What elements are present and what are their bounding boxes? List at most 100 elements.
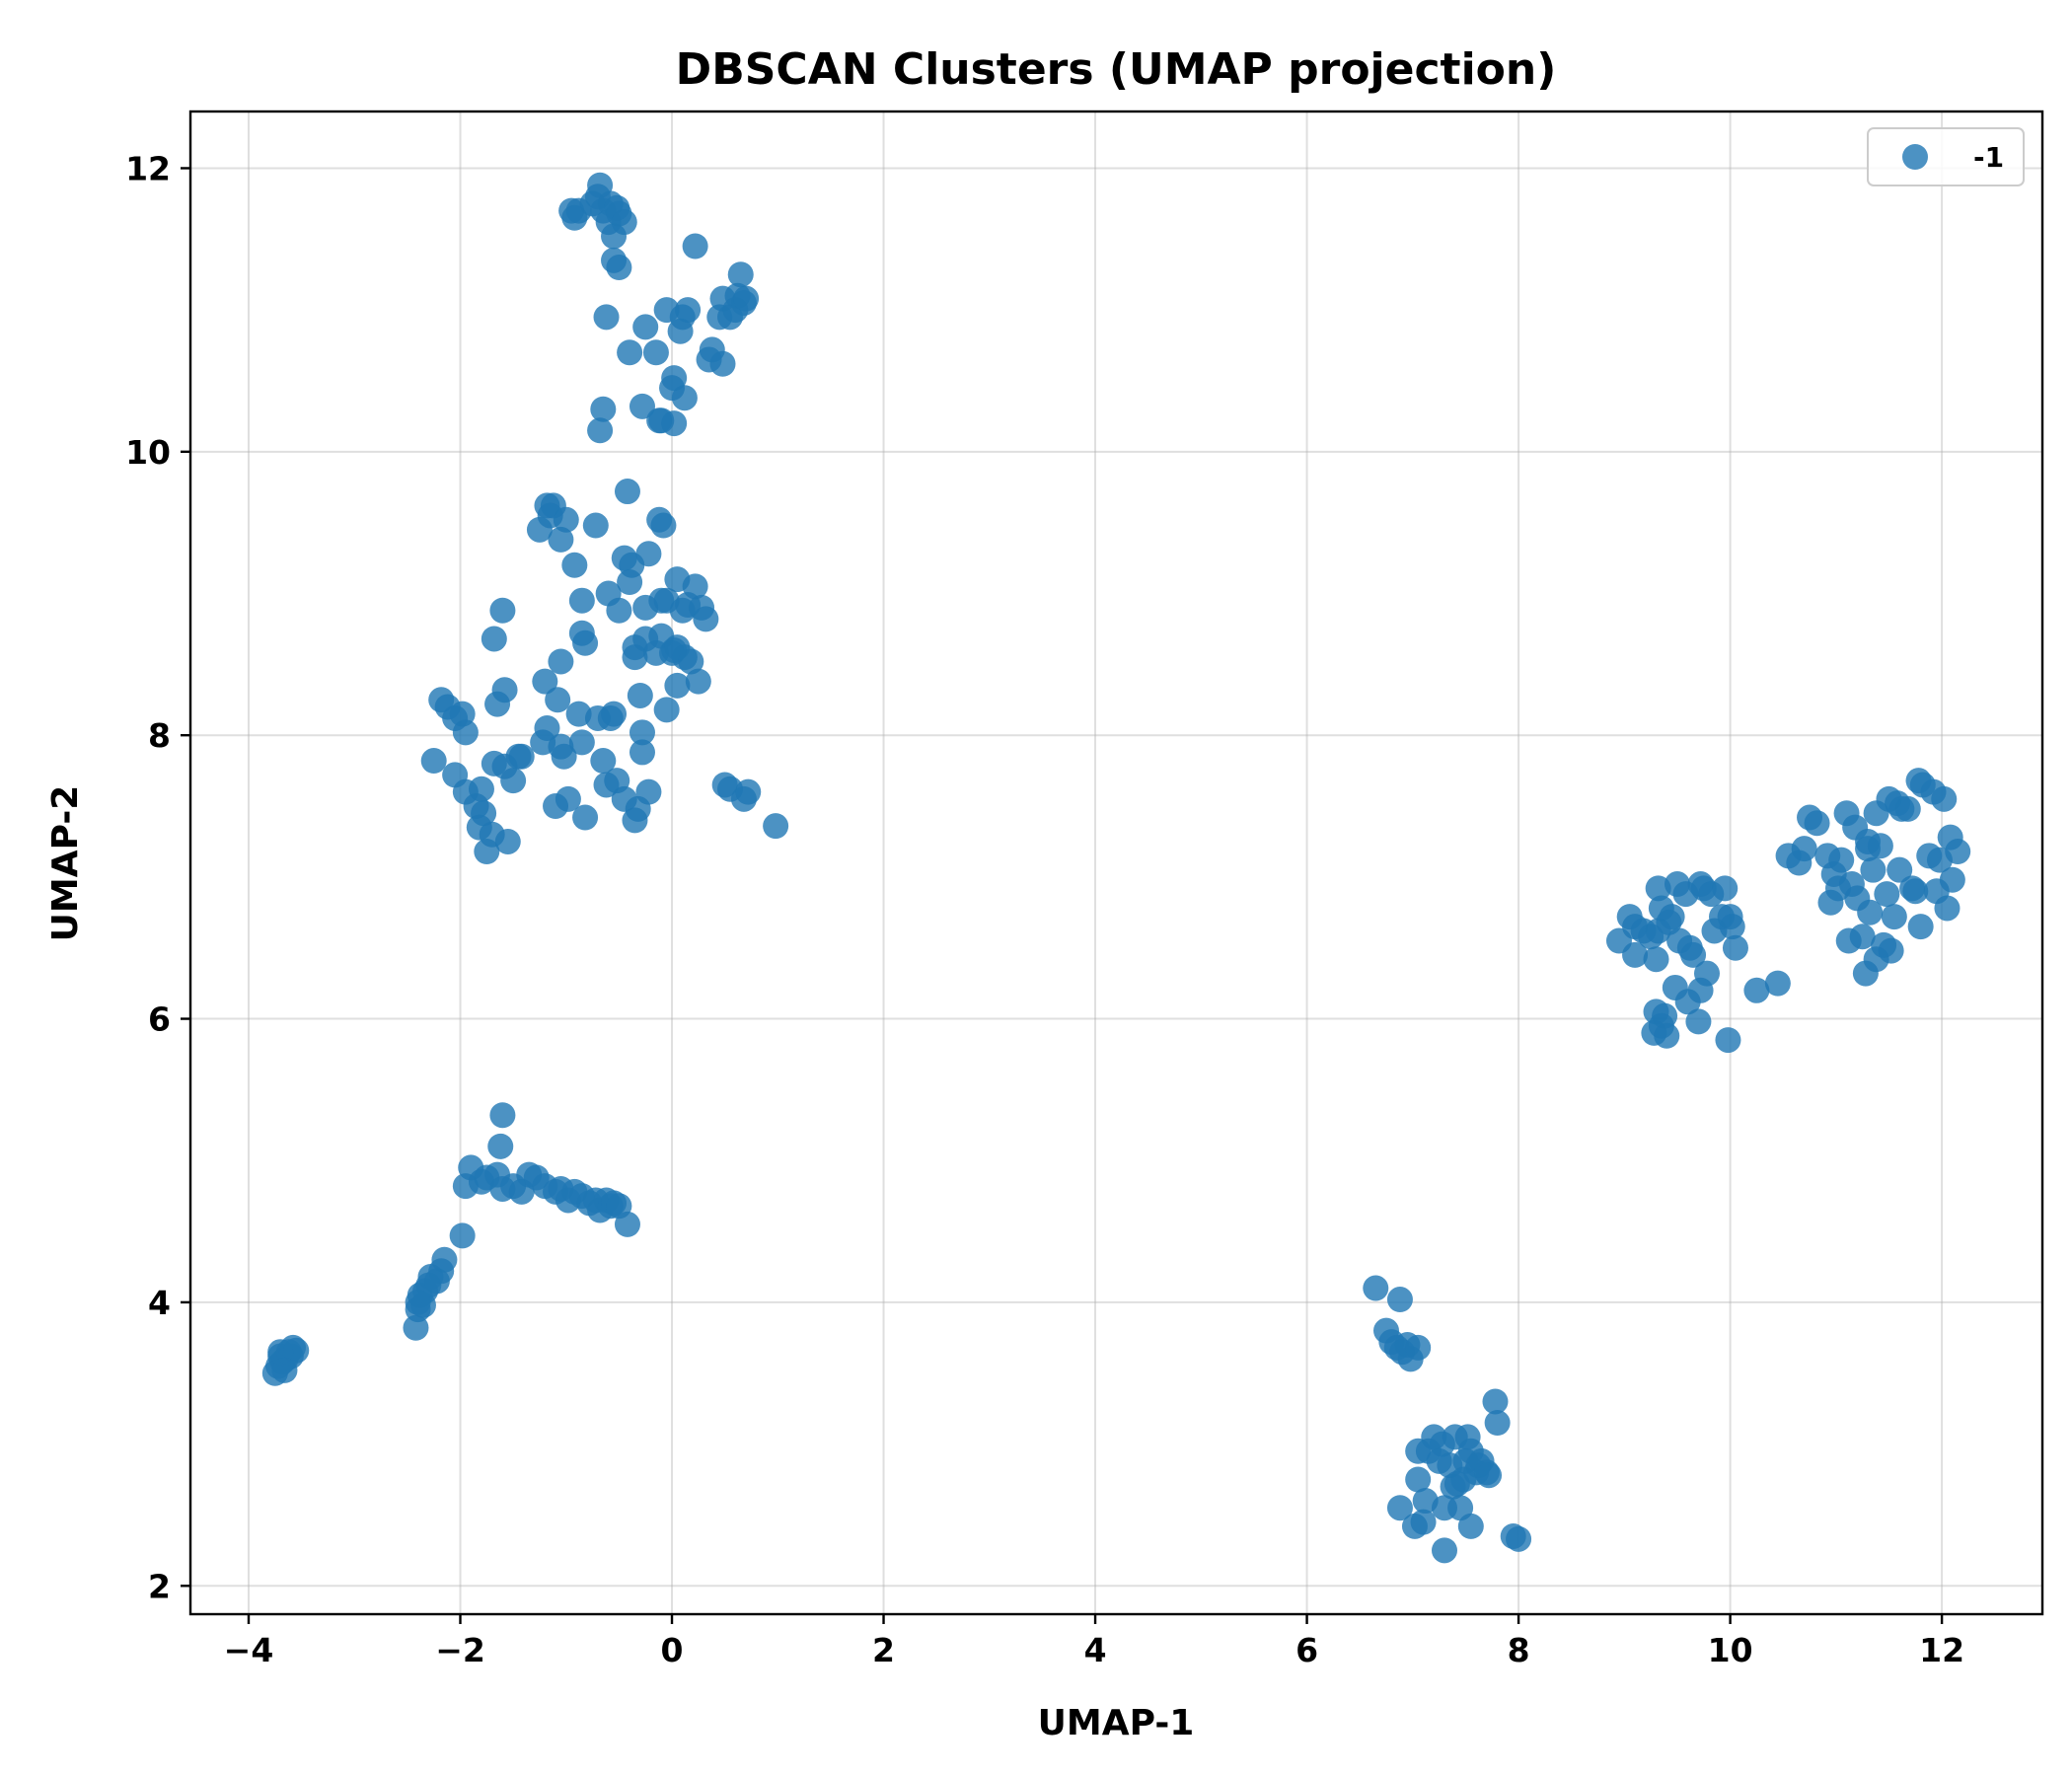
- legend-box: [1867, 127, 2025, 186]
- data-point: [590, 396, 617, 422]
- data-point: [709, 350, 736, 377]
- data-point: [629, 719, 655, 746]
- data-point: [561, 552, 588, 578]
- data-point: [1693, 960, 1720, 987]
- x-tick-label: 6: [1295, 1631, 1318, 1669]
- data-point: [1867, 833, 1893, 859]
- data-point: [468, 776, 494, 802]
- data-point: [548, 648, 574, 675]
- data-point: [1719, 914, 1745, 940]
- data-point: [642, 339, 669, 366]
- data-point: [1506, 1525, 1532, 1552]
- data-point: [1405, 1334, 1432, 1361]
- data-point: [1659, 904, 1685, 930]
- y-axis-label: UMAP-2: [45, 785, 86, 942]
- data-point: [1652, 1002, 1678, 1029]
- data-point: [1722, 934, 1748, 961]
- legend: -1: [1867, 127, 2025, 186]
- data-point: [1654, 1022, 1680, 1049]
- y-tick-label: 2: [148, 1567, 171, 1605]
- data-point: [452, 719, 479, 746]
- data-point: [1764, 970, 1791, 997]
- data-point: [629, 393, 655, 419]
- data-point: [1743, 977, 1770, 1003]
- data-point: [735, 778, 762, 805]
- x-tick-label: 10: [1708, 1631, 1753, 1669]
- data-point: [489, 1102, 516, 1129]
- data-point: [487, 1133, 514, 1159]
- data-point: [1405, 1466, 1432, 1493]
- data-point: [405, 1289, 431, 1315]
- data-point: [1410, 1509, 1437, 1535]
- data-point: [682, 233, 708, 259]
- data-point: [548, 526, 574, 553]
- data-point: [553, 506, 579, 533]
- data-point: [1476, 1462, 1503, 1489]
- data-point: [1934, 895, 1961, 922]
- data-point: [664, 672, 691, 699]
- data-point: [606, 597, 632, 624]
- y-tick-label: 10: [125, 433, 171, 472]
- data-point: [1622, 941, 1649, 968]
- data-point: [1887, 856, 1913, 883]
- x-tick-label: 2: [872, 1631, 895, 1669]
- data-point: [1894, 795, 1921, 822]
- x-tick-label: 8: [1508, 1631, 1530, 1669]
- data-point: [568, 587, 595, 614]
- data-point: [491, 677, 518, 703]
- data-point: [1860, 856, 1887, 883]
- legend-marker: [1902, 144, 1928, 170]
- data-point: [1849, 924, 1876, 950]
- y-tick-label: 4: [148, 1284, 171, 1322]
- data-point: [1712, 875, 1739, 902]
- data-point: [1874, 881, 1900, 908]
- grid-lines: [190, 111, 2042, 1614]
- data-point: [1931, 785, 1958, 812]
- data-point: [572, 804, 599, 831]
- data-point: [1363, 1275, 1389, 1301]
- data-point: [449, 1222, 476, 1249]
- data-points: [261, 172, 1971, 1564]
- data-point: [678, 648, 704, 675]
- data-point: [593, 304, 620, 331]
- data-point: [481, 626, 507, 652]
- x-tick-label: 12: [1919, 1631, 1964, 1669]
- data-point: [1902, 878, 1929, 905]
- data-point: [682, 573, 708, 600]
- plot-frame: [188, 110, 2044, 1616]
- x-axis-label: UMAP-1: [1038, 1703, 1195, 1743]
- data-point: [1431, 1537, 1457, 1564]
- chart-title: DBSCAN Clusters (UMAP projection): [676, 44, 1557, 95]
- data-point: [675, 297, 702, 324]
- data-point: [420, 748, 447, 775]
- data-point: [551, 743, 577, 770]
- data-point: [508, 743, 535, 770]
- data-point: [1457, 1513, 1484, 1539]
- data-point: [568, 729, 595, 756]
- data-point: [532, 668, 558, 695]
- x-tick-label: 4: [1084, 1631, 1107, 1669]
- data-point: [661, 410, 688, 437]
- data-point: [534, 715, 560, 742]
- data-point: [632, 314, 659, 340]
- data-point: [601, 701, 628, 727]
- data-point: [629, 739, 655, 766]
- legend-entry-label: -1: [1973, 141, 2004, 174]
- data-point: [614, 1211, 640, 1237]
- data-point: [614, 479, 640, 505]
- data-point: [763, 813, 789, 840]
- data-point: [1680, 941, 1707, 968]
- data-point: [1685, 1008, 1712, 1035]
- data-point: [733, 285, 760, 312]
- data-point: [635, 778, 662, 805]
- data-point: [617, 339, 643, 366]
- data-point: [671, 385, 698, 411]
- data-point: [727, 261, 754, 288]
- data-point: [587, 417, 614, 444]
- data-point: [1939, 866, 1965, 893]
- data-point: [1945, 839, 1971, 865]
- data-point: [572, 629, 599, 656]
- y-tick-label: 6: [148, 1000, 171, 1039]
